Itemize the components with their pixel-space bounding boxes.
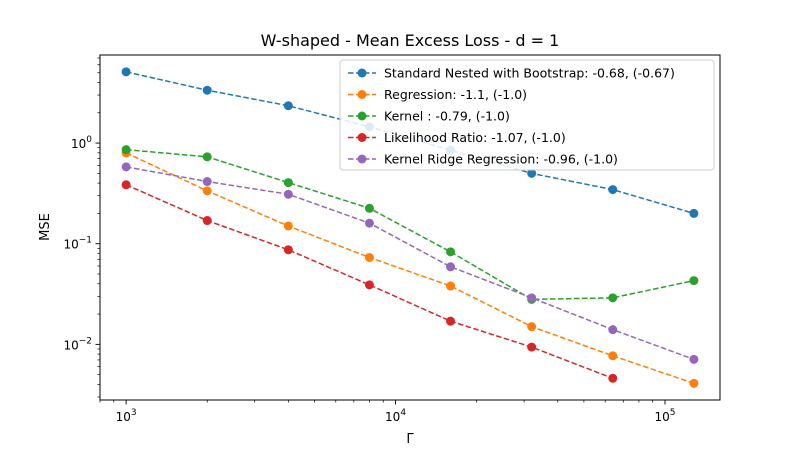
series-1 [121,148,699,388]
data-point [364,203,374,213]
data-point [608,325,618,335]
series-3 [121,180,618,383]
data-point [283,221,293,231]
data-point [121,162,131,172]
legend-label: Regression: -1.1, (-1.0) [384,87,527,102]
series-line [125,166,695,361]
legend-marker [357,154,367,164]
y-tick-label: 10−2 [63,336,92,352]
chart-title: W-shaped - Mean Excess Loss - d = 1 [261,31,560,50]
data-point [446,262,456,272]
data-point [364,218,374,228]
series-line [126,148,695,301]
data-point [121,145,131,155]
data-point [527,293,537,303]
data-point [283,245,293,255]
axes-frame [99,54,721,401]
x-tick-label: 103 [116,408,137,424]
data-point [446,247,456,257]
series-line [125,152,695,385]
data-point [202,186,212,196]
legend-marker [357,68,367,78]
data-point [608,351,618,361]
data-point [121,180,131,190]
data-point [202,152,212,162]
data-point [608,373,618,383]
legend-box [339,59,715,171]
data-point [527,322,537,332]
data-point [202,85,212,95]
series-4 [121,162,699,364]
data-point [446,281,456,291]
x-tick-label: 105 [654,408,675,424]
x-tick-label: 104 [385,408,406,424]
data-point [689,208,699,218]
data-point [283,178,293,188]
data-point [446,316,456,326]
data-point [364,280,374,290]
legend-label: Standard Nested with Bootstrap: -0.68, (… [384,66,675,81]
data-point [202,216,212,226]
y-tick-label: 100 [71,135,92,151]
data-point [527,168,537,178]
legend-label: Likelihood Ratio: -1.07, (-1.0) [384,130,566,145]
legend-label: Kernel : -0.79, (-1.0) [384,109,510,124]
legend-label: Kernel Ridge Regression: -0.96, (-1.0) [384,152,618,167]
data-point [202,177,212,187]
legend: Standard Nested with Bootstrap: -0.68, (… [339,59,715,171]
legend-marker [357,133,367,142]
data-point [527,342,537,352]
y-tick-label: 10−1 [63,236,92,252]
data-point [689,276,699,286]
x-axis-label: Γ [406,432,414,447]
data-point [608,185,618,195]
data-point [689,378,699,388]
data-point [364,252,374,262]
data-point [121,67,131,77]
data-point [608,293,618,303]
data-point [283,101,293,111]
legend-marker [357,111,367,121]
y-axis-label: MSE [38,213,53,241]
data-point [283,189,293,199]
legend-marker [357,90,367,99]
data-point [689,354,699,364]
